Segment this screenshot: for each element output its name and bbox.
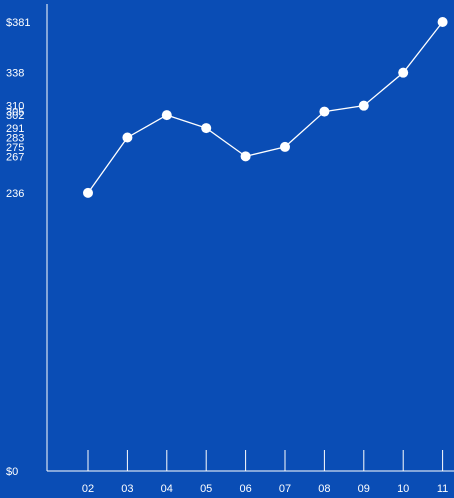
x-axis-ticks (87, 450, 444, 471)
x-tick-label: 06 (239, 483, 251, 495)
x-tick-label: 02 (82, 483, 94, 495)
y-tick-label: 236 (6, 188, 24, 200)
data-point (280, 141, 290, 152)
x-tick-label: 11 (437, 483, 448, 495)
data-point (201, 123, 212, 134)
x-tick-label: 04 (161, 483, 173, 495)
y-tick-label: $0 (6, 466, 18, 478)
data-point (398, 67, 409, 78)
data-point (319, 106, 330, 117)
y-tick-label: 291 (6, 123, 24, 135)
x-tick-label: 10 (397, 483, 409, 495)
data-point (358, 100, 369, 111)
y-tick-label: 310 (6, 101, 24, 113)
data-point (122, 132, 133, 143)
y-tick-label: 283 (6, 132, 24, 144)
x-tick-label: 09 (358, 483, 370, 495)
x-tick-label: 05 (200, 483, 212, 495)
y-tick-label: 267 (6, 151, 24, 163)
x-tick-label: 07 (279, 483, 291, 495)
data-point (161, 110, 172, 121)
series-line (87, 21, 444, 194)
y-tick-label: 305 (6, 107, 24, 119)
y-tick-label: $381 (6, 17, 30, 29)
x-tick-label: 03 (121, 483, 133, 495)
data-point (240, 151, 251, 162)
series-line-group (87, 21, 444, 194)
x-axis-labels: 02 03 04 05 06 07 08 09 10 11 (82, 483, 448, 495)
y-tick-label: 302 (6, 110, 24, 122)
y-tick-label: 338 (6, 68, 24, 80)
series-points (83, 17, 448, 198)
y-tick-label: 275 (6, 142, 24, 154)
data-point (83, 187, 93, 198)
x-tick-label: 08 (318, 483, 330, 495)
data-point (437, 17, 448, 27)
